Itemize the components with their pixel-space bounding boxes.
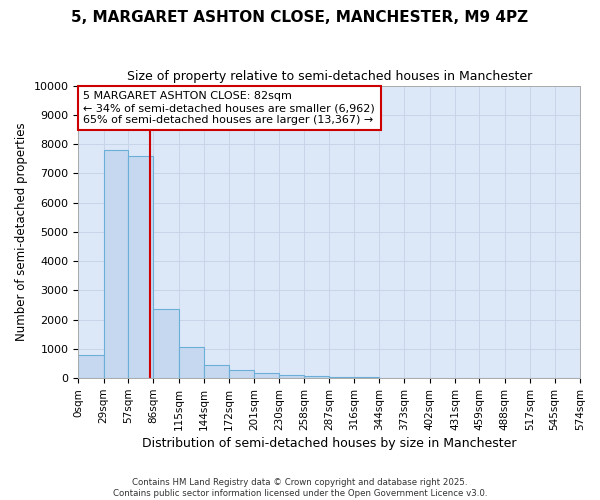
Bar: [204, 365, 229, 378]
Bar: [329, 376, 355, 378]
Title: Size of property relative to semi-detached houses in Manchester: Size of property relative to semi-detach…: [127, 70, 532, 83]
Bar: [154, 310, 179, 378]
Bar: [254, 373, 280, 378]
Text: 5 MARGARET ASHTON CLOSE: 82sqm
← 34% of semi-detached houses are smaller (6,962): 5 MARGARET ASHTON CLOSE: 82sqm ← 34% of …: [83, 92, 375, 124]
Text: 5, MARGARET ASHTON CLOSE, MANCHESTER, M9 4PZ: 5, MARGARET ASHTON CLOSE, MANCHESTER, M9…: [71, 10, 529, 25]
Bar: [179, 348, 204, 378]
Bar: [78, 355, 104, 378]
Text: Contains HM Land Registry data © Crown copyright and database right 2025.
Contai: Contains HM Land Registry data © Crown c…: [113, 478, 487, 498]
Bar: [229, 370, 254, 378]
Bar: [355, 377, 379, 378]
Bar: [304, 376, 329, 378]
Bar: [280, 374, 304, 378]
X-axis label: Distribution of semi-detached houses by size in Manchester: Distribution of semi-detached houses by …: [142, 437, 517, 450]
Bar: [104, 150, 128, 378]
Bar: [128, 156, 154, 378]
Y-axis label: Number of semi-detached properties: Number of semi-detached properties: [15, 122, 28, 341]
